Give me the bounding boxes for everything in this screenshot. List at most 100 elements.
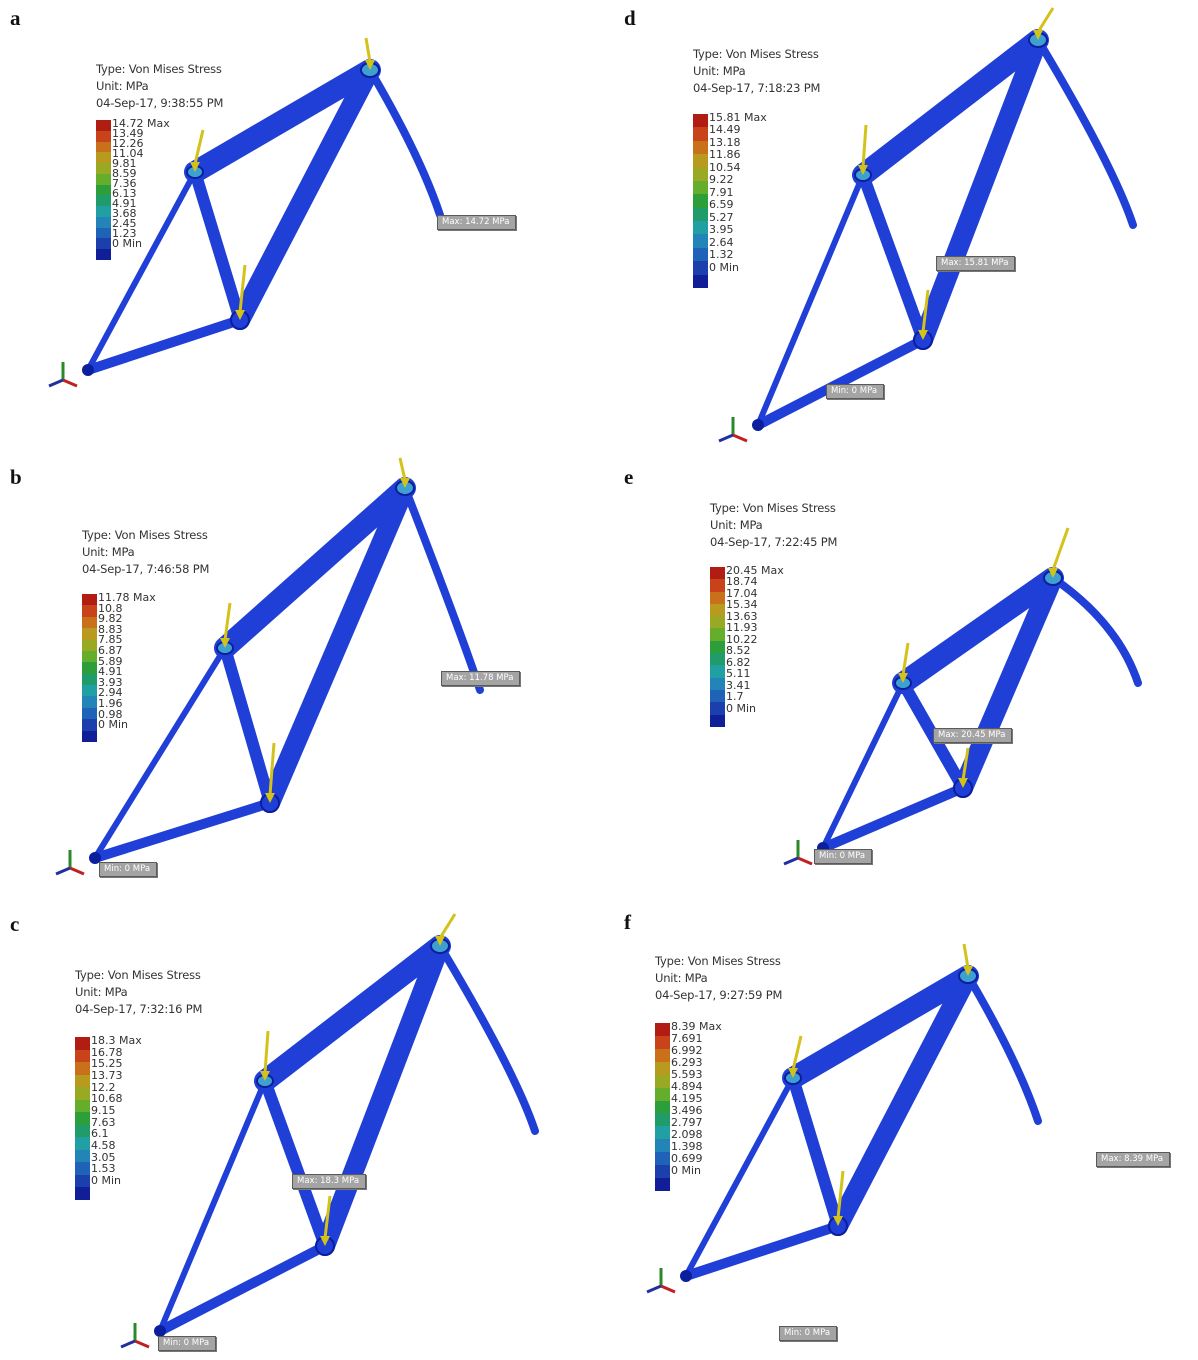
legend-color-step [693, 207, 708, 221]
legend-tick-label: 1.398 [671, 1140, 703, 1153]
legend-color-step [710, 579, 725, 592]
result-type: Type: Von Mises Stress [710, 501, 836, 515]
panel-label: b [10, 465, 22, 489]
legend-color-step [75, 1112, 90, 1125]
load-arrow-head [435, 936, 445, 946]
max-probe: Max: 14.72 MPa [437, 215, 517, 230]
legend-color-step [693, 261, 708, 275]
axis-x-icon [69, 866, 85, 876]
legend-color-step [75, 1037, 90, 1050]
load-arrow [836, 1170, 845, 1219]
top-tube [214, 477, 416, 659]
legend-color-step [710, 591, 725, 604]
legend-color-step [75, 1162, 90, 1175]
load-arrow-head [190, 162, 200, 172]
load-arrow [268, 742, 276, 796]
panel-b: b Type: Von Mises Stress Unit: MPa 04-Se… [0, 453, 600, 906]
min-probe: Min: 0 MPa [99, 862, 158, 877]
legend-color-step [82, 730, 97, 742]
legend-tick-label: 13.63 [726, 610, 758, 623]
panel-label: d [624, 6, 636, 30]
down-tube [260, 478, 415, 813]
legend-tick-label: 7.36 [112, 177, 137, 190]
legend-color-step [710, 714, 725, 727]
legend-tick-label: 6.293 [671, 1056, 703, 1069]
legend-tick-label: 3.41 [726, 679, 751, 692]
legend-color-step [710, 640, 725, 654]
legend-tick-label: 6.1 [91, 1127, 109, 1140]
legend-tick-label: 3.496 [671, 1104, 703, 1117]
legend-tick-label: 11.04 [112, 147, 144, 160]
seat-stay [85, 169, 198, 373]
min-probe: Min: 0 MPa [814, 849, 873, 864]
down-tube [953, 568, 1063, 798]
result-unit: Unit: MPa [693, 64, 746, 78]
load-arrow [364, 37, 372, 63]
legend-tick-label: 5.89 [98, 655, 123, 668]
load-arrow-head [918, 330, 928, 340]
seat-stay [820, 680, 906, 851]
load-arrow [238, 264, 247, 313]
max-probe: Max: 11.78 MPa [441, 671, 521, 686]
top-tube [892, 567, 1064, 694]
legend-color-step [82, 685, 97, 697]
legend-tick-label: 7.85 [98, 633, 123, 646]
legend-tick-label: 2.64 [709, 236, 734, 249]
legend-tick-label: 5.593 [671, 1068, 703, 1081]
legend-color-step [75, 1137, 90, 1150]
load-arrow-head [260, 1071, 270, 1081]
fork [964, 972, 1042, 1125]
load-arrow-head [235, 310, 245, 320]
legend-color-step [710, 603, 725, 617]
legend-tick-label: 0 Min [91, 1174, 122, 1187]
legend-tick-label: 6.82 [726, 656, 751, 669]
legend-color-step [96, 173, 111, 185]
min-probe: Min: 0 MPa [826, 384, 885, 399]
rear-dropout [82, 364, 94, 376]
result-info: Type: Von Mises Stress Unit: MPa 04-Sep-… [655, 953, 782, 1004]
seat-stay [157, 1078, 268, 1334]
legend-tick-label: 11.93 [726, 621, 758, 634]
axis-x-icon [134, 1339, 150, 1349]
result-timestamp: 04-Sep-17, 9:27:59 PM [655, 988, 783, 1002]
legend-tick-label: 20.45 Max [726, 564, 784, 577]
max-probe: Max: 20.45 MPa [933, 728, 1013, 743]
legend-color-step [82, 616, 97, 629]
max-probe: Max: 15.81 MPa [936, 256, 1016, 271]
legend-tick-label: 13.49 [112, 127, 144, 140]
legend-color-step [75, 1062, 90, 1075]
legend-color-step [710, 616, 725, 629]
seat-stay [92, 645, 228, 861]
legend-tick-label: 11.86 [709, 148, 741, 161]
legend-color-step [693, 234, 708, 248]
legend-color-step [655, 1087, 670, 1101]
result-timestamp: 04-Sep-17, 7:18:23 PM [693, 81, 821, 95]
legend-color-step [96, 238, 111, 250]
legend-tick-label: 4.195 [671, 1092, 703, 1105]
legend-tick-label: 18.3 Max [91, 1034, 142, 1047]
result-unit: Unit: MPa [655, 971, 708, 985]
fork [366, 66, 444, 219]
load-arrow-head [365, 60, 375, 70]
fork [1049, 574, 1142, 687]
legend-tick-label: 0.98 [98, 708, 123, 721]
axis-z-icon [48, 378, 64, 388]
legend-tick-label: 1.7 [726, 690, 744, 703]
load-arrow [901, 642, 910, 676]
load-arrow-head [320, 1236, 330, 1246]
legend-tick-label: 0 Min [98, 718, 129, 731]
legend-tick-label: 3.05 [91, 1151, 116, 1164]
legend-tick-label: 9.81 [112, 157, 137, 170]
legend-tick-label: 0.699 [671, 1152, 703, 1165]
result-info: Type: Von Mises Stress Unit: MPa 04-Sep-… [82, 527, 209, 578]
result-info: Type: Von Mises Stress Unit: MPa 04-Sep-… [75, 967, 202, 1018]
legend-color-step [96, 216, 111, 228]
legend-tick-label: 3.68 [112, 207, 137, 220]
result-info: Type: Von Mises Stress Unit: MPa 04-Sep-… [96, 61, 223, 112]
result-unit: Unit: MPa [75, 985, 128, 999]
load-arrow [921, 289, 930, 333]
legend-tick-label: 9.82 [98, 612, 123, 625]
legend-color-step [82, 719, 97, 731]
legend-tick-label: 15.81 Max [709, 111, 767, 124]
seat-tube [857, 169, 929, 346]
